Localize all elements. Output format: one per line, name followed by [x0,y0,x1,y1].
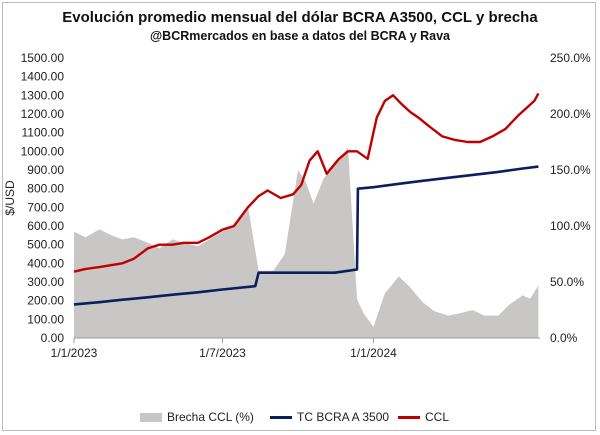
chart-subtitle: @BCRmercados en base a datos del BCRA y … [149,29,451,43]
x-tick-label: 1/1/2024 [350,346,397,360]
y-right-tick-label: 0.0% [550,331,578,345]
y-left-tick-label: 1100.00 [22,126,65,140]
legend-label-ccl: CCL [425,410,450,424]
y-left-tick-label: 200.00 [27,294,64,308]
y-left-tick-label: 900.00 [27,163,64,177]
line-ccl [73,92,540,273]
line-tc-bcra [73,165,539,306]
legend-swatch-tc [270,416,292,420]
y-left-tick-label: 300.00 [27,275,64,289]
y-right-tick-label: 250.0% [550,51,591,65]
y-axis-label: $/USD [3,180,17,216]
legend-item-ccl: CCL [398,410,449,424]
y-left-tick-label: 0.00 [41,331,65,345]
y-left-tick-label: 800.00 [27,182,64,196]
y-right-tick-label: 150.0% [550,163,591,177]
y-left-tick-label: 1300.00 [21,88,65,102]
y-left-tick-label: 100.00 [27,312,64,326]
legend-label-tc: TC BCRA A 3500 [297,410,390,424]
y-left-tick-label: 1000.00 [21,144,65,158]
legend-item-brecha: Brecha CCL (%) [140,410,254,424]
y-right-tick-label: 50.0% [550,275,584,289]
y-left-tick-label: 400.00 [27,256,64,270]
x-tick-label: 1/1/2023 [51,346,98,360]
chart-title: Evolución promedio mensual del dólar BCR… [62,9,538,26]
y-left-tick-label: 1400.00 [21,70,65,84]
y-left-tick-label: 700.00 [27,200,64,214]
legend-label-brecha: Brecha CCL (%) [167,410,254,424]
y-left-tick-label: 600.00 [27,219,64,233]
y-left-tick-label: 500.00 [27,238,64,252]
y-right-tick-label: 200.0% [550,107,591,121]
y-right-tick-label: 100.0% [550,219,591,233]
legend-swatch-ccl [398,416,420,420]
y-left-tick-label: 1500.00 [21,51,65,65]
area-brecha [74,147,539,338]
y-left-tick-label: 1200.00 [21,107,65,121]
legend-item-tc: TC BCRA A 3500 [270,410,389,424]
x-tick-label: 1/7/2023 [199,346,246,360]
legend-swatch-brecha [140,413,162,423]
